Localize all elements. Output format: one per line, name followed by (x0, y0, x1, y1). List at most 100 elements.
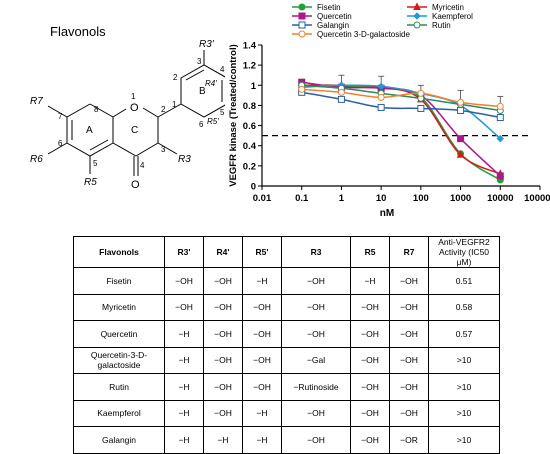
table-cell: −OH (242, 320, 282, 348)
legend-marker (298, 3, 306, 11)
x-tick-label: 1 (339, 193, 345, 204)
atom-num-5: 5 (93, 159, 98, 168)
table-cell: −Rutinoside (281, 373, 351, 401)
table-header-row: Flavonols R3' R4' R5' R3 R5 R7 Anti-VEGF… (73, 236, 500, 268)
table-cell: −H (242, 399, 282, 427)
atom-num-7: 7 (58, 112, 63, 121)
table-cell: −H (350, 267, 390, 295)
table-cell: −H (164, 346, 204, 374)
data-point (496, 102, 504, 110)
table-cell: −Gal (281, 346, 351, 374)
atom-num-b1: 1 (172, 100, 177, 109)
series-line-quercetin-3-d-galactoside (301, 88, 501, 108)
table-cell: −OH (281, 293, 351, 321)
table-row: Quercetin-3-D-galactoside −H −OH −OH −Gal −OH… (73, 346, 500, 374)
y-tick-label: 1.4 (243, 41, 257, 52)
table-cell: −OH (203, 267, 243, 295)
table-cell-compound: Fisetin (73, 267, 165, 295)
col-header-flavonols: Flavonols (73, 236, 165, 268)
table-cell: −OH (350, 399, 390, 427)
legend-marker (413, 12, 421, 20)
legend-label: Quercetin 3-D-galactoside (317, 30, 410, 39)
table-cell: −OH (164, 293, 204, 321)
table-cell: −OH (281, 399, 351, 427)
atom-num-b4: 4 (220, 65, 225, 74)
atom-o4-label: O (131, 179, 140, 191)
y-tick-label: 1.2 (243, 61, 256, 72)
series-line-myricetin (301, 84, 501, 175)
substituent-r3p: R3' (199, 39, 215, 50)
table-row: Rutin −H −OH −OH −Rutinoside −OH −OH >10 (73, 373, 500, 401)
col-header-r7: R7 (389, 236, 429, 268)
substituent-r6: R6 (30, 154, 43, 165)
table-cell: −OH (281, 426, 351, 454)
structure-title: Flavonols (50, 24, 106, 39)
table-cell: −OH (242, 293, 282, 321)
data-point (377, 93, 385, 101)
table-cell: −OH (389, 373, 429, 401)
substituent-r7: R7 (30, 96, 43, 107)
legend-label: Quercetin (317, 12, 352, 21)
legend-label: Rutin (432, 21, 451, 30)
atom-o1-label: O (130, 102, 139, 114)
table-cell: −OH (389, 320, 429, 348)
x-tick-label: 0.1 (295, 193, 309, 204)
data-point (417, 89, 425, 97)
table-cell: −OH (389, 293, 429, 321)
table-cell: −OH (281, 267, 351, 295)
y-tick-label: 1 (251, 81, 257, 92)
col-header-r5: R5 (350, 236, 390, 268)
atom-num-b3: 3 (197, 57, 202, 66)
y-tick-label: 0.8 (243, 101, 256, 112)
table-cell: 0.51 (428, 267, 500, 295)
ring-c-label: C (131, 125, 138, 136)
col-header-r5p: R5' (242, 236, 282, 268)
table-cell: −OH (350, 346, 390, 374)
col-header-r4p: R4' (203, 236, 243, 268)
data-point (337, 88, 345, 96)
y-tick-label: 0.2 (243, 161, 256, 172)
table-cell: −OH (242, 373, 282, 401)
legend-marker (413, 21, 421, 29)
legend-label: Kaempferol (432, 12, 473, 21)
atom-num-b6: 6 (199, 120, 204, 129)
legend-label: Galangin (317, 21, 349, 30)
table-cell: −OH (350, 373, 390, 401)
table-cell: −OH (350, 320, 390, 348)
table-cell-compound: Quercetin-3-D-galactoside (73, 346, 165, 374)
table-cell: −OH (164, 267, 204, 295)
table-row: Kaempferol −H −OH −H −OH −OH −OH >10 (73, 399, 500, 427)
table-cell: −OH (242, 346, 282, 374)
chart-legend: Fisetin Myricetin Quercetin Kaempferol Galan… (292, 2, 473, 39)
atom-num-8: 8 (94, 105, 99, 114)
vegfr-kinase-chart: Fisetin Myricetin Quercetin Kaempferol Galan… (228, 2, 550, 219)
x-tick-label: 0.01 (253, 193, 272, 204)
atom-num-b2: 2 (173, 73, 178, 82)
x-tick-label: 1000 (450, 193, 471, 204)
table-cell: −OH (203, 399, 243, 427)
table-cell: −OH (203, 320, 243, 348)
table-cell: −OH (389, 267, 429, 295)
legend-marker (298, 21, 306, 29)
col-header-r3: R3 (281, 236, 351, 268)
atom-num-3: 3 (161, 145, 166, 154)
table-cell-compound: Rutin (73, 373, 165, 401)
table-cell: −H (242, 426, 282, 454)
table-cell: −H (164, 320, 204, 348)
table-row: Quercetin −H −OH −OH −OH −OH −OH 0.57 (73, 320, 500, 348)
substituent-r3: R3 (178, 154, 191, 165)
legend-marker (413, 2, 421, 10)
y-axis-label: VEGFR kinase (Treated/control) (228, 44, 239, 187)
table-cell: −OH (203, 346, 243, 374)
table-cell: −OH (281, 320, 351, 348)
x-tick-label: 10000 (487, 193, 513, 204)
table-cell: >10 (428, 399, 500, 427)
y-tick-label: 0 (251, 182, 256, 193)
table-cell: >10 (428, 346, 500, 374)
data-point (456, 150, 465, 158)
ring-a-label: A (86, 125, 93, 136)
y-tick-label: 0.6 (243, 121, 256, 132)
series-line-galangin (301, 91, 501, 119)
